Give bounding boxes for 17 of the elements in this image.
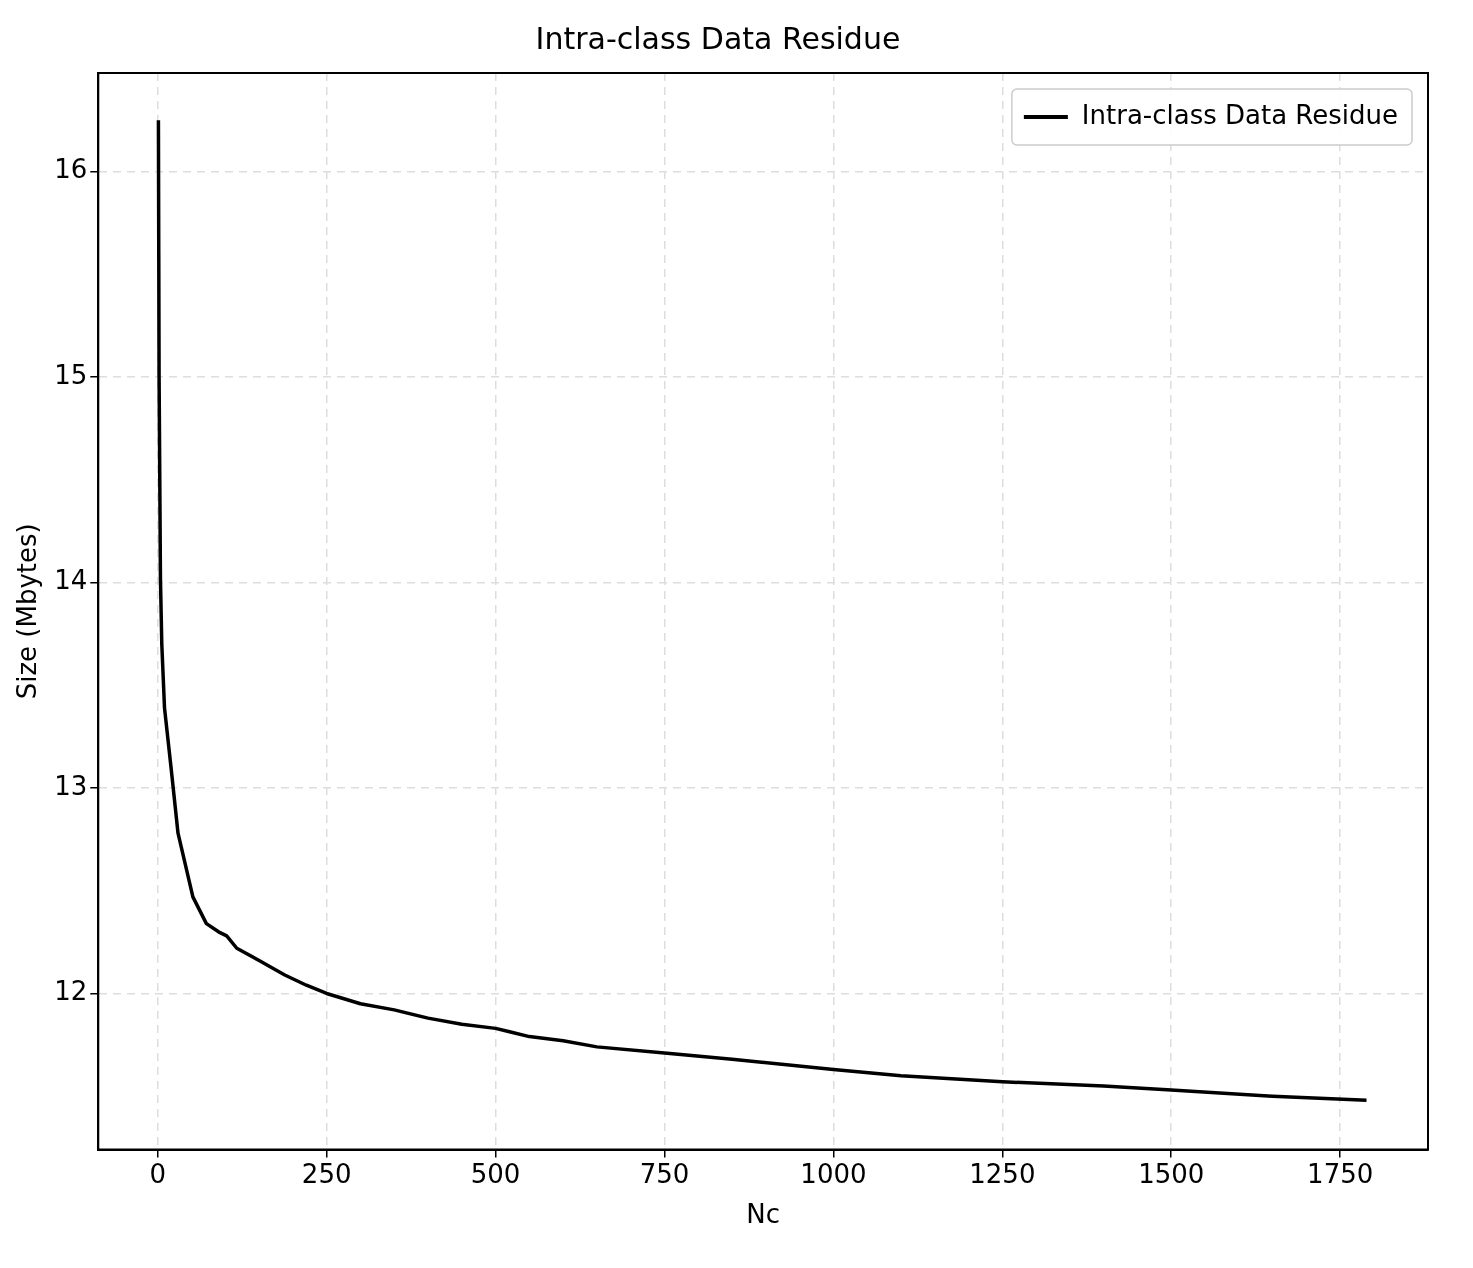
x-tick-label: 0 [149,1158,167,1189]
legend-label: Intra-class Data Residue [1081,99,1398,130]
y-tick-label: 15 [54,359,88,390]
y-axis-title: Size (Mbytes) [12,523,43,700]
x-tick-label: 1500 [1138,1158,1205,1189]
y-tick-label: 13 [54,770,88,801]
x-tick-label: 1000 [800,1158,867,1189]
x-tick-label: 750 [639,1158,690,1189]
y-tick-label: 12 [54,976,88,1007]
x-tick-label: 500 [470,1158,521,1189]
y-tick-label: 16 [54,154,88,185]
x-axis-title: Nc [746,1199,781,1230]
chart-title: Intra-class Data Residue [535,20,901,56]
x-tick-label: 1750 [1307,1158,1374,1189]
x-tick-label: 250 [301,1158,352,1189]
x-tick-label: 1250 [969,1158,1036,1189]
y-tick-label: 14 [54,565,88,596]
